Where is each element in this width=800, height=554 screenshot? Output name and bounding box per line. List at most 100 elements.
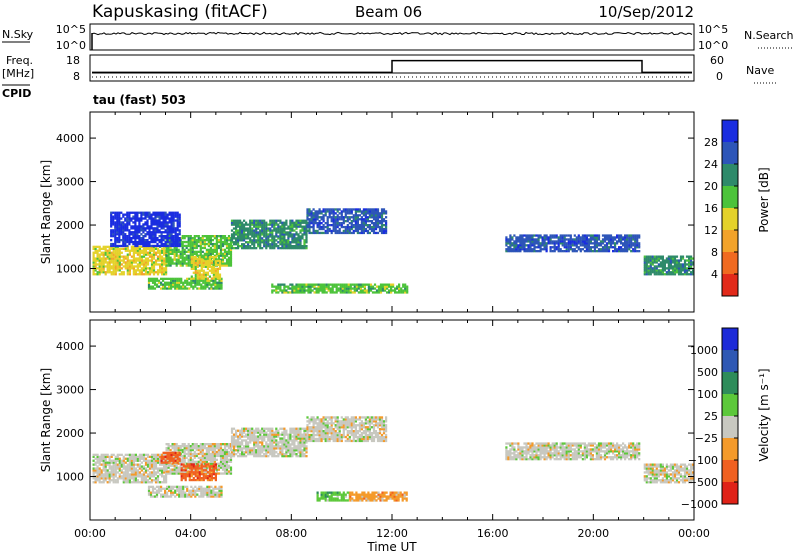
data-cell [136, 465, 139, 468]
data-cell [104, 469, 107, 472]
data-cell [122, 261, 125, 264]
data-cell [281, 433, 284, 436]
data-cell [114, 269, 117, 272]
data-cell [323, 289, 326, 292]
data-cell [364, 229, 367, 233]
data-cell [185, 447, 188, 450]
data-cell [374, 220, 378, 223]
data-cell [212, 283, 215, 286]
data-cell [128, 229, 131, 232]
data-cell [513, 242, 516, 245]
data-cell [167, 448, 170, 452]
data-cell [289, 243, 292, 246]
data-cell [205, 456, 208, 459]
data-cell [667, 269, 670, 272]
data-cell [245, 223, 248, 226]
data-cell [211, 252, 214, 255]
data-cell [362, 231, 365, 235]
data-cell [235, 431, 238, 434]
data-cell [159, 251, 162, 254]
data-cell [114, 213, 117, 216]
data-cell [116, 463, 119, 466]
data-cell [162, 244, 165, 248]
data-cell [377, 287, 381, 290]
data-cell [357, 285, 360, 288]
data-cell [189, 445, 192, 448]
data-cell [299, 235, 302, 238]
data-cell [219, 252, 223, 255]
data-cell [553, 244, 556, 247]
data-cell [645, 261, 648, 264]
data-cell [159, 269, 162, 272]
data-cell [347, 283, 350, 286]
data-cell [185, 258, 188, 261]
data-cell [370, 208, 374, 211]
data-cell [116, 221, 119, 224]
data-cell [311, 289, 314, 292]
data-cell [297, 283, 300, 286]
data-cell [154, 455, 158, 458]
data-cell [545, 246, 548, 249]
data-cell [367, 287, 370, 290]
data-cell [189, 264, 192, 267]
data-cell [327, 287, 330, 290]
data-cell [277, 429, 280, 432]
data-cell [142, 242, 145, 246]
data-cell [688, 269, 691, 272]
data-cell [569, 236, 572, 239]
data-cell [230, 219, 234, 222]
data-cell [169, 252, 172, 255]
data-cell [593, 244, 596, 247]
data-cell [128, 231, 131, 234]
data-cell [663, 269, 666, 272]
data-cell [199, 460, 202, 463]
data-cell [154, 237, 157, 240]
data-cell [277, 241, 280, 244]
data-cell [521, 238, 524, 241]
data-cell [187, 445, 190, 448]
data-cell [265, 221, 268, 224]
data-cell [191, 452, 194, 456]
data-cell [120, 453, 123, 456]
data-cell [321, 285, 324, 288]
data-cell [126, 465, 129, 468]
data-cell [374, 210, 378, 213]
data-cell [287, 225, 290, 228]
data-region [92, 453, 168, 484]
data-cell [160, 244, 163, 248]
data-cell [148, 273, 152, 276]
data-cell [285, 453, 288, 456]
data-cell [104, 471, 107, 474]
data-cell [529, 248, 532, 251]
data-cell [212, 265, 215, 268]
data-cell [134, 244, 137, 248]
data-cell [277, 231, 280, 234]
data-cell [519, 238, 522, 241]
data-cell [161, 273, 164, 276]
data-cell [313, 287, 316, 290]
data-cell [372, 218, 376, 221]
data-cell [92, 467, 95, 470]
data-cell [358, 210, 361, 213]
data-cell [144, 259, 148, 262]
data-cell [261, 239, 264, 242]
data-cell [322, 224, 325, 227]
data-cell [128, 473, 131, 476]
data-cell [247, 223, 250, 226]
data-cell [169, 448, 172, 452]
data-cell [507, 250, 510, 253]
data-cell [163, 467, 166, 470]
data-cell [148, 249, 152, 252]
data-cell [339, 289, 342, 292]
data-cell [132, 267, 135, 270]
data-cell [505, 250, 508, 253]
data-cell [175, 470, 178, 473]
data-cell [156, 481, 160, 484]
data-cell [162, 219, 165, 222]
data-cell [120, 271, 123, 274]
data-cell [620, 236, 623, 239]
data-cell [581, 248, 584, 251]
data-cell [243, 429, 246, 432]
data-cell [144, 217, 147, 220]
data-cell [283, 435, 286, 438]
